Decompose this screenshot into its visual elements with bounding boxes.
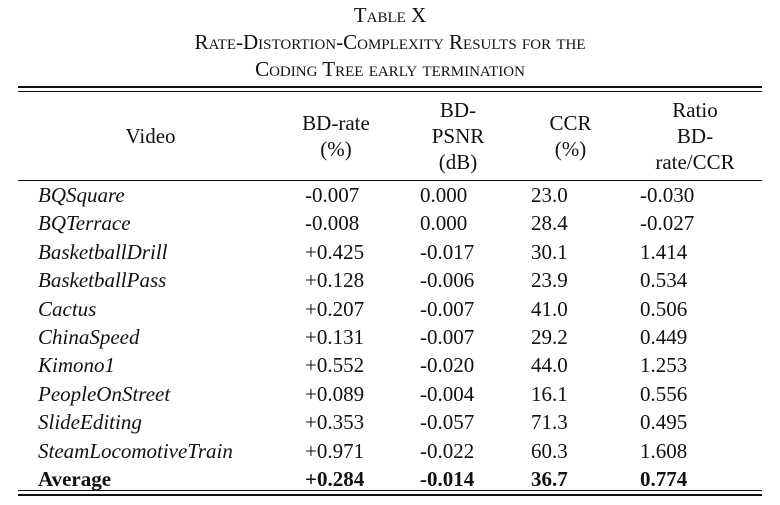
cell-bd-rate: +0.131 [305,324,365,349]
cell-ratio: 1.414 [640,239,688,264]
cell-bd-psnr: -0.006 [420,268,475,293]
table-body: BQSquare -0.007 0.000 23.0 -0.030 BQTerr… [18,181,762,493]
cell-ccr: 41.0 [531,296,568,321]
cell-bd-psnr: -0.014 [420,466,475,491]
table-row: BQTerrace -0.008 0.000 28.4 -0.027 [18,209,762,237]
header-ratio-line-1: Ratio [672,98,718,122]
table-label: Table X [353,3,427,27]
cell-video: Kimono1 [38,353,116,378]
table-caption: Table X Rate-Distortion-Complexity Resul… [0,2,780,83]
cell-ccr: 16.1 [531,381,568,406]
header-bd-psnr-line-2: PSNR [431,124,485,148]
header-ccr-line-1: CCR [549,111,592,135]
cell-ccr: 60.3 [531,438,568,463]
header-video-text: Video [125,124,176,148]
table-row: BasketballPass +0.128 -0.006 23.9 0.534 [18,266,762,294]
cell-bd-rate: +0.971 [305,438,365,463]
cell-ccr: 23.9 [531,268,568,293]
cell-ratio: -0.030 [640,183,695,207]
cell-bd-rate: +0.207 [305,296,365,321]
cell-ratio: -0.027 [640,211,695,236]
cell-bd-psnr: -0.022 [420,438,475,463]
table-title-line-1: Rate-Distortion-Complexity Results for t… [194,30,586,54]
cell-video: BQTerrace [38,211,131,236]
header-ccr: CCR (%) [518,94,623,178]
cell-bd-psnr: -0.017 [420,239,475,264]
header-bd-psnr-line-3: (dB) [438,150,478,174]
header-ratio-line-2: BD- [676,124,714,148]
table-header: Video BD-rate (%) BD- PSNR (dB) CCR (%) … [18,94,762,178]
cell-video: ChinaSpeed [38,324,140,349]
cell-ratio: 0.556 [640,381,688,406]
cell-bd-psnr: -0.007 [420,296,475,321]
average-row: Average +0.284 -0.014 36.7 0.774 [18,465,762,493]
table-row: SteamLocomotiveTrain +0.971 -0.022 60.3 … [18,437,762,465]
header-ratio: Ratio BD- rate/CCR [630,94,760,178]
cell-video: PeopleOnStreet [38,381,171,406]
bottom-rule-thin [18,490,762,491]
cell-bd-rate: -0.007 [305,183,360,207]
cell-ccr: 30.1 [531,239,568,264]
table-row: ChinaSpeed +0.131 -0.007 29.2 0.449 [18,323,762,351]
cell-bd-psnr: -0.004 [420,381,475,406]
cell-ccr: 28.4 [531,211,568,236]
cell-ccr: 71.3 [531,410,568,435]
table-row: SlideEditing +0.353 -0.057 71.3 0.495 [18,408,762,436]
cell-ratio: 0.506 [640,296,688,321]
cell-bd-rate: +0.425 [305,239,365,264]
cell-ratio: 0.449 [640,324,688,349]
header-video: Video [18,94,283,178]
cell-bd-rate: -0.008 [305,211,360,236]
cell-ratio: 0.774 [640,466,688,491]
cell-bd-psnr: 0.000 [420,211,468,236]
cell-ratio: 1.608 [640,438,688,463]
cell-bd-rate: +0.128 [305,268,365,293]
top-rule-thin [18,91,762,92]
cell-bd-psnr: -0.057 [420,410,475,435]
cell-video: SlideEditing [38,410,142,435]
cell-video: BasketballPass [38,268,167,293]
header-bd-psnr: BD- PSNR (dB) [408,94,508,178]
table-row: Kimono1 +0.552 -0.020 44.0 1.253 [18,351,762,379]
header-bd-rate-line-2: (%) [320,137,352,161]
cell-video: Average [38,466,112,491]
bottom-rule-thick [18,494,762,496]
header-ccr-line-2: (%) [554,137,587,161]
table-row: BasketballDrill +0.425 -0.017 30.1 1.414 [18,238,762,266]
cell-ccr: 36.7 [531,466,568,491]
cell-bd-rate: +0.089 [305,381,365,406]
cell-ratio: 0.534 [640,268,688,293]
header-rule [18,180,762,181]
table-row: Cactus +0.207 -0.007 41.0 0.506 [18,295,762,323]
cell-ccr: 29.2 [531,324,568,349]
cell-video: BQSquare [38,183,125,207]
cell-video: Cactus [38,296,97,321]
cell-bd-psnr: 0.000 [420,183,468,207]
header-bd-rate-line-1: BD-rate [302,111,370,135]
cell-bd-psnr: -0.007 [420,324,475,349]
cell-bd-rate: +0.284 [305,466,365,491]
cell-ccr: 44.0 [531,353,568,378]
cell-ratio: 0.495 [640,410,688,435]
table-title-line-2: Coding Tree early termination [255,57,525,81]
cell-ratio: 1.253 [640,353,688,378]
cell-video: SteamLocomotiveTrain [38,438,233,463]
cell-bd-psnr: -0.020 [420,353,475,378]
cell-bd-rate: +0.353 [305,410,365,435]
table-row: PeopleOnStreet +0.089 -0.004 16.1 0.556 [18,380,762,408]
header-ratio-line-3: rate/CCR [655,150,735,174]
header-bd-psnr-line-1: BD- [439,98,477,122]
cell-video: BasketballDrill [38,239,168,264]
cell-ccr: 23.0 [531,183,568,207]
header-bd-rate: BD-rate (%) [286,94,386,178]
top-rule-thick [18,86,762,88]
table-row: BQSquare -0.007 0.000 23.0 -0.030 [18,181,762,209]
cell-bd-rate: +0.552 [305,353,365,378]
